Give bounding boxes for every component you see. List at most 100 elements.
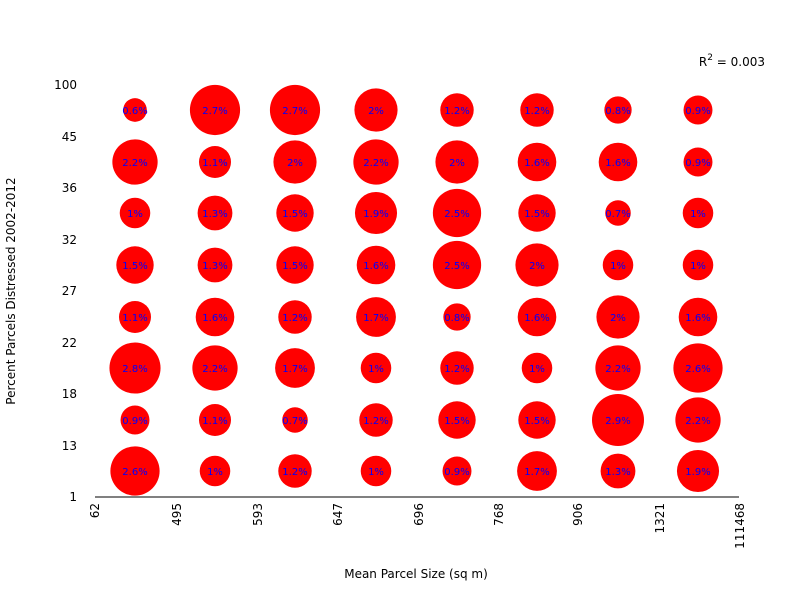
bubble-label: 1.1% <box>202 416 227 427</box>
bubble <box>675 397 721 443</box>
bubble <box>440 93 474 127</box>
bubble-label: 2.6% <box>685 364 710 375</box>
bubble-label: 1.6% <box>524 313 549 324</box>
bubble <box>197 247 233 283</box>
bubble <box>605 200 631 226</box>
y-tick-label: 27 <box>62 284 77 298</box>
bubble-label: 1% <box>368 467 384 478</box>
bubble <box>442 456 472 486</box>
bubble <box>118 300 152 334</box>
x-tick-label: 593 <box>251 503 265 526</box>
x-tick-label: 768 <box>492 503 506 526</box>
bubble <box>356 245 396 285</box>
bubble-label: 1.5% <box>282 209 307 220</box>
bubble <box>110 446 160 496</box>
bubble <box>109 342 161 394</box>
bubble-label: 2.8% <box>122 364 147 375</box>
bubble <box>592 394 644 446</box>
bubble <box>360 455 392 487</box>
bubble-label: 1% <box>127 209 143 220</box>
bubble-label: 0.6% <box>122 106 147 117</box>
bubble <box>356 297 396 337</box>
bubble-label: 2.2% <box>685 416 710 427</box>
bubble-label: 1.7% <box>363 313 388 324</box>
bubble <box>276 194 314 232</box>
bubble-label: 1.2% <box>524 106 549 117</box>
bubble <box>359 403 393 437</box>
bubble <box>520 93 554 127</box>
bubble <box>269 84 321 136</box>
bubble <box>197 195 233 231</box>
r-squared-annotation: R2 = 0.003 <box>699 53 765 69</box>
bubble-label: 1.3% <box>202 209 227 220</box>
bubble-label: 1.6% <box>524 158 549 169</box>
y-tick-label: 32 <box>62 233 77 247</box>
bubble <box>432 240 482 290</box>
bubble-label: 1.5% <box>122 261 147 272</box>
bubble <box>518 194 556 232</box>
bubble <box>353 139 399 185</box>
y-tick-label: 100 <box>54 78 77 92</box>
y-tick-labels: 1 13 18 22 27 32 36 45 100 <box>54 78 77 504</box>
bubble <box>517 142 557 182</box>
bubble <box>192 345 238 391</box>
bubble-label: 1.3% <box>605 467 630 478</box>
bubble <box>276 246 314 284</box>
bubble-label: 1.5% <box>524 416 549 427</box>
y-tick-label: 22 <box>62 336 77 350</box>
bubble <box>521 352 553 384</box>
bubble <box>120 405 150 435</box>
r-squared-symbol: R <box>699 55 707 69</box>
r-squared-value: = 0.003 <box>713 55 765 69</box>
bubble-label: 2% <box>449 158 465 169</box>
bubble <box>673 343 723 393</box>
bubble <box>682 197 714 229</box>
bubble <box>443 303 471 331</box>
bubble <box>438 401 476 439</box>
bubble <box>354 191 398 235</box>
bubble <box>282 407 308 433</box>
bubble-label: 2.5% <box>444 261 469 272</box>
bubble-label: 0.9% <box>444 467 469 478</box>
x-tick-label: 906 <box>571 503 585 526</box>
bubble <box>604 96 632 124</box>
bubble-label: 1.6% <box>605 158 630 169</box>
bubble-label: 1.5% <box>282 261 307 272</box>
x-tick-label: 696 <box>412 503 426 526</box>
bubble-label: 2% <box>287 158 303 169</box>
x-tick-label: 62 <box>88 503 102 518</box>
bubble <box>676 449 720 493</box>
bubble-label: 2.7% <box>202 106 227 117</box>
x-tick-label: 111468 <box>733 503 747 549</box>
bubble <box>354 88 398 132</box>
bubble <box>517 297 557 337</box>
bubble-label: 0.8% <box>605 106 630 117</box>
bubble-label: 2.2% <box>363 158 388 169</box>
bubble <box>116 246 154 284</box>
bubble-label: 1.6% <box>202 313 227 324</box>
bubble <box>189 84 241 136</box>
y-tick-label: 45 <box>62 130 77 144</box>
bubble-label: 1.9% <box>363 209 388 220</box>
bubble-label: 1.2% <box>444 106 469 117</box>
x-tick-labels: 62 495 593 647 696 768 906 1321 111468 <box>88 503 747 549</box>
bubble <box>600 453 636 489</box>
bubble <box>678 297 718 337</box>
bubble-label: 2% <box>529 261 545 272</box>
bubble <box>595 345 641 391</box>
bubble-label: 1.6% <box>363 261 388 272</box>
bubble <box>517 451 557 491</box>
bubble-label: 1.2% <box>444 364 469 375</box>
bubble-label: 2.6% <box>122 467 147 478</box>
bubble <box>278 454 312 488</box>
bubble-label: 0.9% <box>685 158 710 169</box>
bubble-label: 2.9% <box>605 416 630 427</box>
bubble-label: 2.5% <box>444 209 469 220</box>
bubble-label: 2.2% <box>122 158 147 169</box>
bubble-label: 0.8% <box>444 313 469 324</box>
bubble <box>278 300 312 334</box>
bubble-label: 0.7% <box>282 416 307 427</box>
bubble <box>435 140 479 184</box>
bubble <box>683 95 713 125</box>
bubble <box>112 139 158 185</box>
